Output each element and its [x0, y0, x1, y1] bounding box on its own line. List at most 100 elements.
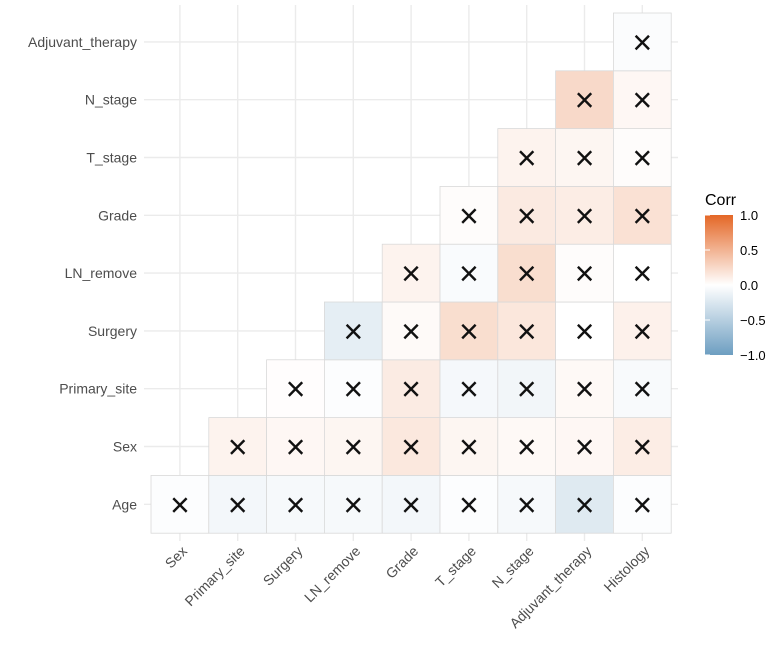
heatmap-cell-histology-t-stage: × — [613, 128, 672, 187]
heatmap-cell-histology-surgery: × — [613, 301, 672, 361]
cell-marker: × — [228, 429, 248, 467]
heatmap-cell-adjuvant-therapy-surgery: × — [555, 301, 614, 361]
cell-marker: × — [632, 197, 652, 235]
y-tick-label-surgery: Surgery — [88, 323, 137, 339]
heatmap-cell-n-stage-t-stage: × — [497, 128, 556, 187]
cell-marker: × — [343, 486, 363, 524]
cell-fill — [555, 243, 614, 303]
heatmap-cell-grade-age: × — [381, 474, 441, 534]
heatmap-cell-t-stage-surgery: × — [439, 301, 499, 361]
cell-fill — [323, 359, 383, 418]
heatmap-cell-ln-remove-age: × — [323, 474, 383, 534]
heatmap-cell-n-stage-ln-remove: × — [497, 243, 556, 303]
y-tick-label-primary-site: Primary_site — [59, 381, 137, 397]
x-tick-label-sex: Sex — [162, 543, 190, 571]
cell-fill — [555, 417, 614, 476]
cell-marker: × — [459, 197, 479, 235]
legend-tick-label: 1.0 — [740, 208, 758, 223]
cell-marker: × — [575, 255, 595, 293]
heatmap-cell-primary-site-sex: × — [208, 417, 268, 476]
heatmap-cell-n-stage-primary-site: × — [497, 359, 556, 418]
cell-marker: × — [459, 486, 479, 524]
x-tick-label-t-stage: T_stage — [432, 543, 479, 590]
cell-fill — [150, 474, 210, 534]
cell-fill — [613, 474, 672, 534]
heatmap-cell-adjuvant-therapy-t-stage: × — [555, 128, 614, 187]
cell-fill — [439, 359, 499, 418]
cell-marker: × — [575, 486, 595, 524]
heatmap-cell-sex-age: × — [150, 474, 210, 534]
legend: Corr 1.0 0.5 0.0 −0.5 −1.0 — [705, 192, 766, 363]
x-tick-label-grade: Grade — [382, 543, 421, 582]
heatmap-cell-t-stage-sex: × — [439, 417, 499, 476]
cell-marker: × — [517, 313, 537, 351]
cell-marker: × — [401, 371, 421, 409]
heatmap-cell-adjuvant-therapy-age: × — [555, 474, 614, 534]
cell-marker: × — [575, 313, 595, 351]
y-tick-label-sex: Sex — [113, 439, 137, 455]
heatmap-cell-adjuvant-therapy-ln-remove: × — [555, 243, 614, 303]
y-tick-label-grade: Grade — [98, 207, 137, 223]
y-tick-label-n-stage: N_stage — [85, 92, 137, 108]
legend-tick-label: 0.0 — [740, 278, 758, 293]
cell-marker: × — [343, 371, 363, 409]
heatmap-cell-grade-sex: × — [381, 417, 441, 476]
y-tick-label-age: Age — [112, 496, 137, 512]
cell-marker: × — [170, 486, 190, 524]
heatmap-cell-histology-grade: × — [613, 185, 672, 245]
heatmap-cell-n-stage-grade: × — [497, 185, 556, 245]
x-tick-label-n-stage: N_stage — [489, 543, 537, 591]
cell-marker: × — [517, 486, 537, 524]
cell-fill — [381, 243, 441, 303]
cell-marker: × — [632, 255, 652, 293]
x-tick-label-surgery: Surgery — [260, 543, 306, 589]
cell-fill — [613, 12, 672, 72]
legend-tick-label: −1.0 — [740, 348, 766, 363]
cell-marker: × — [459, 255, 479, 293]
cell-fill — [208, 417, 268, 476]
heatmap-cell-surgery-age: × — [266, 474, 325, 534]
heatmap-cell-histology-n-stage: × — [613, 70, 672, 130]
cell-fill — [613, 359, 672, 418]
cell-marker: × — [228, 486, 248, 524]
heatmap-cell-ln-remove-primary-site: × — [323, 359, 383, 418]
heatmap-cell-adjuvant-therapy-primary-site: × — [555, 359, 614, 418]
y-axis-tick-labels: Age Sex Primary_site Surgery LN_remove Grade T… — [28, 34, 137, 512]
cell-marker: × — [632, 371, 652, 409]
cell-marker: × — [575, 197, 595, 235]
x-tick-label-primary-site: Primary_site — [181, 543, 247, 609]
heatmap-cell-ln-remove-sex: × — [323, 417, 383, 476]
heatmap-cell-histology-age: × — [613, 474, 672, 534]
cell-marker: × — [459, 371, 479, 409]
cell-marker: × — [517, 197, 537, 235]
cell-marker: × — [575, 140, 595, 178]
cell-marker: × — [517, 255, 537, 293]
cell-fill — [497, 128, 556, 187]
cell-fill — [323, 474, 383, 534]
cell-fill — [555, 185, 614, 245]
cell-marker: × — [632, 24, 652, 62]
cell-marker: × — [575, 371, 595, 409]
heatmap-cell-t-stage-age: × — [439, 474, 499, 534]
cell-marker: × — [459, 313, 479, 351]
heatmap-cell-histology-adjuvant-therapy: × — [613, 12, 672, 72]
cell-marker: × — [401, 486, 421, 524]
heatmap-cell-surgery-primary-site: × — [266, 359, 325, 418]
cell-fill — [613, 128, 672, 187]
cell-fill — [266, 417, 325, 476]
cell-fill — [208, 474, 268, 534]
legend-title: Corr — [705, 192, 737, 209]
cell-fill — [613, 417, 672, 476]
cell-fill — [381, 301, 441, 361]
heatmap-cell-histology-sex: × — [613, 417, 672, 476]
cell-marker: × — [401, 255, 421, 293]
cell-marker: × — [517, 140, 537, 178]
cell-fill — [555, 474, 614, 534]
heatmap-cells: × × × × × × × × × × × × × × × × × × × × × × × × × × × × × × × × × × × × × × × ×… — [150, 12, 672, 534]
legend-tick-label: 0.5 — [740, 243, 758, 258]
cell-marker: × — [286, 429, 306, 467]
cell-fill — [497, 301, 556, 361]
x-tick-label-histology: Histology — [600, 543, 652, 595]
